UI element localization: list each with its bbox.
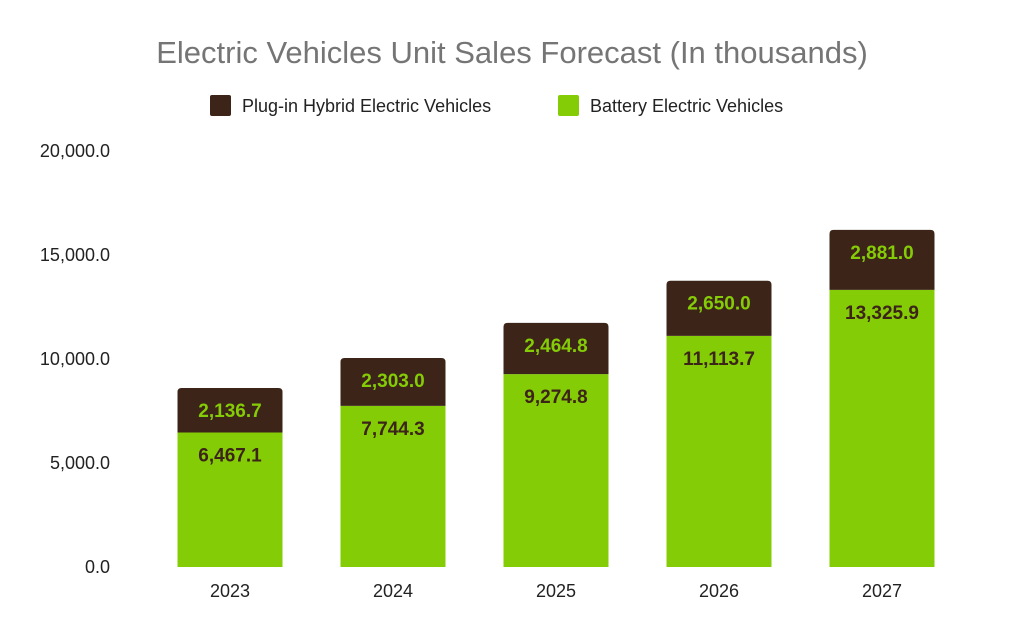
chart-title: Electric Vehicles Unit Sales Forecast (I… xyxy=(156,35,868,70)
bar-segment xyxy=(503,374,609,567)
x-tick-label: 2027 xyxy=(862,581,902,601)
bar-segment xyxy=(340,405,446,567)
y-tick-label: 15,000.0 xyxy=(40,245,110,265)
y-axis: 0.0 5,000.0 10,000.0 15,000.0 20,000.0 xyxy=(40,141,110,577)
bar-segment xyxy=(829,289,935,567)
y-tick-label: 0.0 xyxy=(85,557,110,577)
legend-label: Plug-in Hybrid Electric Vehicles xyxy=(242,96,491,116)
y-tick-label: 20,000.0 xyxy=(40,141,110,161)
legend-swatch xyxy=(210,95,231,116)
y-tick-label: 10,000.0 xyxy=(40,349,110,369)
data-label: 2,303.0 xyxy=(361,371,424,392)
data-label: 2,881.0 xyxy=(850,243,913,264)
data-label: 2,136.7 xyxy=(198,401,261,422)
bars: 6,467.1 2,136.7 7,744.3 2,303.0 9,274.8 2,464… xyxy=(177,229,935,567)
bar-segment xyxy=(666,335,772,567)
data-label: 9,274.8 xyxy=(524,387,587,408)
data-label: 11,113.7 xyxy=(683,349,755,370)
x-tick-label: 2025 xyxy=(536,581,576,601)
bar-segment xyxy=(340,358,446,406)
bar-segment xyxy=(666,280,772,336)
data-label: 7,744.3 xyxy=(361,419,424,440)
legend: Plug-in Hybrid Electric Vehicles Battery … xyxy=(210,95,783,116)
data-label: 6,467.1 xyxy=(198,445,262,466)
y-tick-label: 5,000.0 xyxy=(50,453,110,473)
x-tick-label: 2026 xyxy=(699,581,739,601)
bar-segment xyxy=(177,432,283,567)
data-label: 2,464.8 xyxy=(524,336,587,357)
x-axis: 2023 2024 2025 2026 2027 xyxy=(210,581,902,601)
x-tick-label: 2024 xyxy=(373,581,413,601)
x-tick-label: 2023 xyxy=(210,581,250,601)
legend-swatch xyxy=(558,95,579,116)
bar-segment xyxy=(503,322,609,375)
data-label: 2,650.0 xyxy=(687,294,750,315)
bar-segment xyxy=(829,229,935,290)
data-label: 13,325.9 xyxy=(845,303,919,324)
legend-label: Battery Electric Vehicles xyxy=(590,96,783,116)
bar-segment xyxy=(177,388,283,433)
